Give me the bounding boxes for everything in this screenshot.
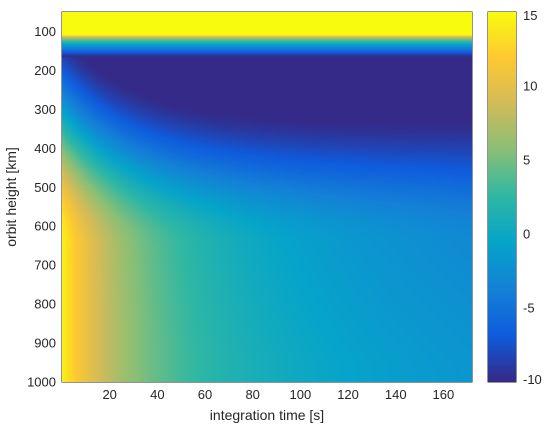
x-tick-label: 100 bbox=[290, 387, 312, 402]
x-tick-label: 40 bbox=[150, 387, 164, 402]
y-tick-label: 700 bbox=[34, 258, 56, 273]
y-tick-label: 400 bbox=[34, 141, 56, 156]
colorbar-tick-label: 5 bbox=[523, 153, 530, 168]
colorbar-tick-label: -5 bbox=[523, 301, 535, 316]
colorbar-ticks: 15 10 5 0 -5 -10 bbox=[512, 8, 542, 387]
x-tick-label: 20 bbox=[102, 387, 116, 402]
y-tick-label: 500 bbox=[34, 180, 56, 195]
colorbar-tick-label: 0 bbox=[523, 227, 530, 242]
colorbar: 15 10 5 0 -5 -10 bbox=[487, 8, 542, 387]
y-axis-label: orbit height [km] bbox=[3, 147, 19, 247]
colorbar-gradient bbox=[488, 12, 516, 382]
colorbar-tick-label: 15 bbox=[523, 8, 537, 23]
heatmap-image bbox=[62, 12, 472, 382]
y-tick-label: 200 bbox=[34, 63, 56, 78]
x-axis-label: integration time [s] bbox=[210, 407, 324, 423]
x-tick-label: 80 bbox=[245, 387, 259, 402]
y-axis: 100 200 300 400 500 600 700 800 900 1000 bbox=[27, 24, 66, 390]
x-tick-label: 160 bbox=[433, 387, 455, 402]
y-tick-label: 900 bbox=[34, 336, 56, 351]
colorbar-tick-label: -10 bbox=[523, 372, 542, 387]
y-tick-label: 800 bbox=[34, 297, 56, 312]
x-tick-label: 60 bbox=[198, 387, 212, 402]
x-tick-label: 120 bbox=[337, 387, 359, 402]
y-tick-label: 600 bbox=[34, 219, 56, 234]
y-tick-label: 1000 bbox=[27, 375, 56, 390]
y-tick-label: 100 bbox=[34, 24, 56, 39]
colorbar-tick-label: 10 bbox=[523, 79, 537, 94]
x-tick-label: 140 bbox=[385, 387, 407, 402]
y-tick-label: 300 bbox=[34, 102, 56, 117]
